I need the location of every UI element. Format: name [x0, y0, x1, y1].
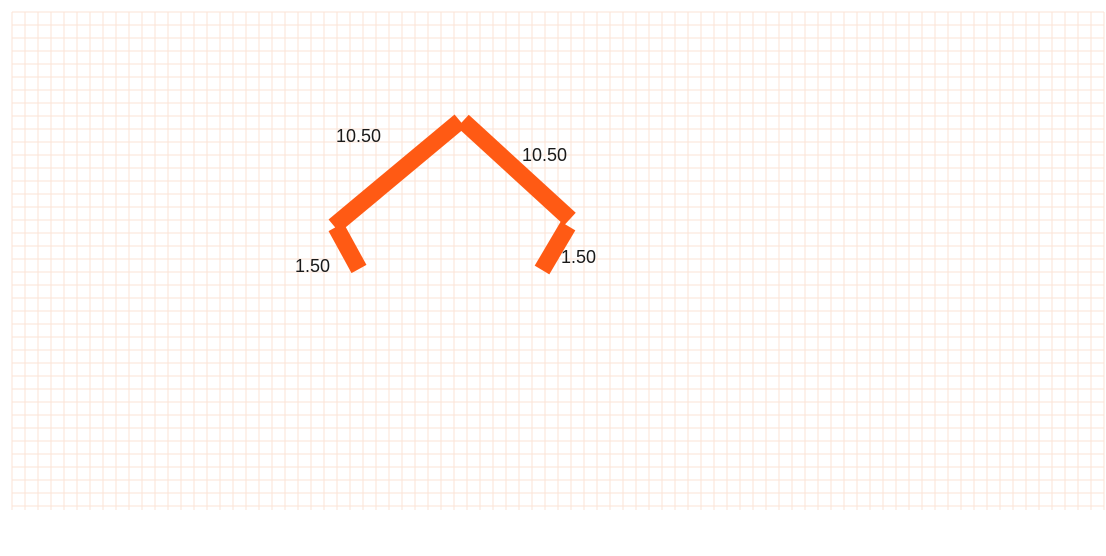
- dimension-label-left-lip: 1.50: [295, 256, 331, 276]
- segment-left-roof[interactable]: [328, 114, 466, 233]
- segment-left-lip[interactable]: [328, 222, 367, 274]
- flashing-profile[interactable]: [328, 114, 576, 275]
- dimension-label-left-roof: 10.50: [336, 126, 382, 146]
- graph-paper-grid: [11, 11, 1105, 510]
- segment-right-lip[interactable]: [534, 221, 576, 275]
- dimension-label-right-lip: 1.50: [561, 247, 597, 267]
- dimension-label-right-roof: 10.50: [522, 145, 568, 165]
- segment-right-roof[interactable]: [457, 114, 576, 226]
